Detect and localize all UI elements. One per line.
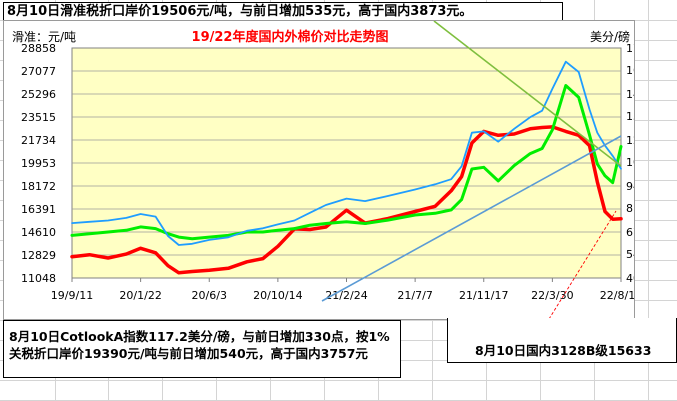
y-left-tick-label: 28858 (21, 42, 56, 55)
cotlook-note: 8月10日CotlookA指数117.2美分/磅，与前日增加330点，按1%关税… (3, 320, 401, 378)
y-right-tick-label: 148 (626, 88, 634, 101)
y-left-tick-label: 18172 (21, 180, 56, 193)
x-tick-label: 21/7/7 (397, 289, 432, 302)
y-right-tick-label: 175 (626, 42, 634, 55)
y-left-tick-label: 19953 (21, 157, 56, 170)
x-tick-label: 21/11/17 (459, 289, 508, 302)
y-left-tick-label: 21734 (21, 134, 56, 147)
domestic-note: 8月10日国内3128B级15633 (447, 318, 677, 363)
trend-line-green (433, 21, 622, 167)
x-tick-label: 19/9/11 (51, 289, 93, 302)
y-right-tick-label: 67 (626, 226, 634, 239)
y-right-tick-label: 121 (626, 134, 634, 147)
chart-svg: 11048 12829 14610 16391 18172 19953 21734 23515… (12, 21, 634, 319)
y-left-tick-label: 25296 (21, 88, 56, 101)
y-left-tick-label: 27077 (21, 65, 56, 78)
series-line-blue (71, 60, 622, 246)
x-tick-label: 21/2/24 (325, 289, 367, 302)
y-right-tick-label: 81 (626, 202, 634, 215)
sheet-grid-row (0, 380, 677, 381)
y-left-tick-label: 23515 (21, 111, 56, 124)
y-left-tick-label: 12829 (21, 249, 56, 262)
chart-area: 11048 12829 14610 16391 18172 19953 21734 23515… (3, 20, 635, 320)
dashed-line-red (548, 210, 617, 319)
sheet-grid-column (648, 0, 649, 401)
y-right-tick-label: 40 (626, 272, 634, 285)
y-right-tick-label: 135 (626, 110, 634, 123)
y-left-tick-label: 16391 (21, 203, 56, 216)
y-right-axis-label: 美分/磅 (590, 29, 630, 44)
y-left-tick-label: 11048 (21, 272, 56, 285)
y-left-axis-label: 滑准：元/吨 (12, 30, 76, 44)
x-tick-label: 20/1/22 (119, 289, 161, 302)
y-right-tick-label: 54 (626, 248, 634, 261)
x-tick-label: 20/6/3 (192, 289, 227, 302)
y-right-tick-label: 94 (626, 180, 634, 193)
x-tick-label: 22/3/30 (531, 289, 573, 302)
y-left-tick-label: 14610 (21, 226, 56, 239)
x-tick-label: 20/10/14 (253, 289, 302, 302)
series-line-green (70, 84, 623, 241)
trend-line-blue (321, 135, 622, 302)
chart-title: 19/22年度国内外棉价对比走势图 (192, 29, 389, 45)
headline-box: 8月10日滑准税折口岸价19506元/吨，与前日增加535元，高于国内3873元… (3, 2, 563, 21)
y-right-tick-label: 108 (626, 156, 634, 169)
y-right-tick-label: 162 (626, 64, 634, 77)
x-tick-label: 22/8/10 (600, 289, 634, 302)
